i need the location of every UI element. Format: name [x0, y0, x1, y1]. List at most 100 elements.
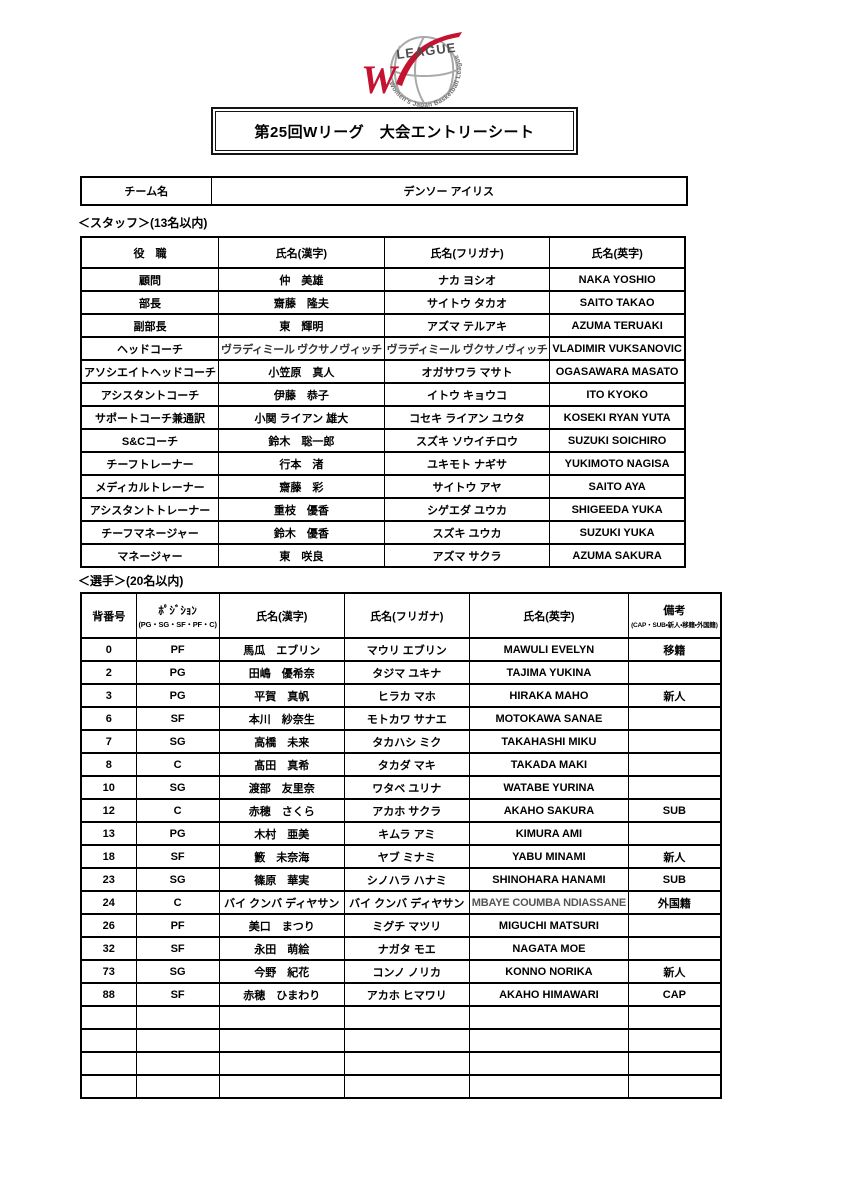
name-furigana-cell: タカハシ ミク [343, 729, 470, 754]
jersey-number-cell [80, 1074, 137, 1099]
remarks-cell [628, 913, 722, 938]
team-name-row: チーム名 デンソー アイリス [80, 176, 688, 206]
name-english-cell [468, 1028, 630, 1053]
player-row: 13 PG 木村 亜美 キムラ アミ KIMURA AMI [80, 821, 722, 846]
name-english-cell [468, 1074, 630, 1099]
name-english-cell: WATABE YURINA [468, 775, 630, 800]
name-furigana-cell: キムラ アミ [343, 821, 470, 846]
name-english-cell: AKAHO SAKURA [468, 798, 630, 823]
name-english-cell: SUZUKI YUKA [549, 520, 686, 545]
role-cell: S&Cコーチ [80, 428, 219, 453]
player-row: 3 PG 平賀 真帆 ヒラカ マホ HIRAKA MAHO 新人 [80, 683, 722, 708]
players-header-row: 背番号 ﾎﾟｼﾞｼｮﾝ (PG・SG・SF・PF・C) 氏名(漢字) 氏名(フリ… [80, 592, 722, 639]
player-row: 7 SG 高橋 未来 タカハシ ミク TAKAHASHI MIKU [80, 729, 722, 754]
position-cell: SG [135, 867, 220, 892]
jersey-number-cell: 2 [80, 660, 137, 685]
name-english-cell: VLADIMIR VUKSANOVIC [549, 336, 686, 361]
name-english-cell: TAKADA MAKI [468, 752, 630, 777]
name-kanji-cell: 渡部 友里奈 [218, 775, 345, 800]
name-english-cell: MIGUCHI MATSURI [468, 913, 630, 938]
name-english-cell: AZUMA SAKURA [549, 543, 686, 568]
name-furigana-cell [343, 1074, 470, 1099]
team-name-table: チーム名 デンソー アイリス [80, 176, 688, 206]
name-furigana-cell: シゲエダ ユウカ [383, 497, 551, 522]
jersey-number-cell: 6 [80, 706, 137, 731]
header-name-furigana: 氏名(フリガナ) [383, 236, 551, 269]
position-cell: PG [135, 683, 220, 708]
name-kanji-cell: 赤穂 さくら [218, 798, 345, 823]
name-english-cell: KIMURA AMI [468, 821, 630, 846]
header-position: ﾎﾟｼﾞｼｮﾝ (PG・SG・SF・PF・C) [135, 592, 220, 639]
jersey-number-cell: 10 [80, 775, 137, 800]
header-name-furigana: 氏名(フリガナ) [343, 592, 470, 639]
name-furigana-cell: アカホ サクラ [343, 798, 470, 823]
jersey-number-cell: 32 [80, 936, 137, 961]
name-english-cell: SHIGEEDA YUKA [549, 497, 686, 522]
header-remarks-sub: (CAP・SUB・新人・移籍・外国籍) [631, 622, 718, 629]
jersey-number-cell: 73 [80, 959, 137, 984]
player-row: 12 C 赤穂 さくら アカホ サクラ AKAHO SAKURA SUB [80, 798, 722, 823]
name-furigana-cell [343, 1005, 470, 1030]
position-cell: SF [135, 936, 220, 961]
name-kanji-cell: 齋藤 彩 [218, 474, 385, 499]
logo-swoosh [396, 32, 462, 86]
name-kanji-cell: 鈴木 優香 [218, 520, 385, 545]
name-english-cell: YABU MINAMI [468, 844, 630, 869]
name-english-cell: SAITO TAKAO [549, 290, 686, 315]
name-kanji-cell [218, 1051, 345, 1076]
name-kanji-cell: 重枝 優香 [218, 497, 385, 522]
name-kanji-cell: 今野 紀花 [218, 959, 345, 984]
header-name-kanji: 氏名(漢字) [218, 592, 345, 639]
staff-row: S&Cコーチ 鈴木 聡一郎 スズキ ソウイチロウ SUZUKI SOICHIRO [80, 428, 686, 453]
title-box: 第25回Wリーグ 大会エントリーシート [211, 107, 578, 155]
remarks-cell [628, 775, 722, 800]
jersey-number-cell: 26 [80, 913, 137, 938]
remarks-cell [628, 1028, 722, 1053]
players-table: 背番号 ﾎﾟｼﾞｼｮﾝ (PG・SG・SF・PF・C) 氏名(漢字) 氏名(フリ… [80, 592, 722, 1099]
position-cell: PG [135, 660, 220, 685]
header-jersey-number: 背番号 [80, 592, 137, 639]
name-furigana-cell: オガサワラ マサト [383, 359, 551, 384]
role-cell: アシスタントトレーナー [80, 497, 219, 522]
player-row: 2 PG 田嶋 優希奈 タジマ ユキナ TAJIMA YUKINA [80, 660, 722, 685]
basketball-icon [390, 36, 458, 104]
empty-player-row [80, 1005, 722, 1030]
name-furigana-cell [343, 1051, 470, 1076]
name-kanji-cell: 美口 まつり [218, 913, 345, 938]
name-furigana-cell: マウリ エブリン [343, 637, 470, 662]
empty-player-row [80, 1051, 722, 1076]
staff-row: アソシエイトヘッドコーチ 小笠原 真人 オガサワラ マサト OGASAWARA MAS… [80, 359, 686, 384]
remarks-cell: SUB [628, 798, 722, 823]
remarks-cell [628, 706, 722, 731]
header-name-english: 氏名(英字) [549, 236, 686, 269]
name-kanji-cell: 赤穂 ひまわり [218, 982, 345, 1007]
name-kanji-cell: 籔 未奈海 [218, 844, 345, 869]
name-kanji-cell [218, 1005, 345, 1030]
staff-row: サポートコーチ兼通訳 小関 ライアン 雄大 コセキ ライアン ユウタ KOSEKI R… [80, 405, 686, 430]
staff-row: チーフマネージャー 鈴木 優香 スズキ ユウカ SUZUKI YUKA [80, 520, 686, 545]
name-english-cell [468, 1005, 630, 1030]
name-furigana-cell: イトウ キョウコ [383, 382, 551, 407]
player-row: 73 SG 今野 紀花 コンノ ノリカ KONNO NORIKA 新人 [80, 959, 722, 984]
name-english-cell: TAKAHASHI MIKU [468, 729, 630, 754]
remarks-cell: 新人 [628, 683, 722, 708]
player-row: 8 C 髙田 真希 タカダ マキ TAKADA MAKI [80, 752, 722, 777]
name-furigana-cell: ナガタ モエ [343, 936, 470, 961]
role-cell: アソシエイトヘッドコーチ [80, 359, 219, 384]
header-role: 役 職 [80, 236, 219, 269]
name-kanji-cell: 仲 美雄 [218, 267, 385, 292]
position-cell [135, 1005, 220, 1030]
staff-section-label: ＜スタッフ＞(13名以内) [78, 216, 208, 230]
remarks-cell: 新人 [628, 959, 722, 984]
name-furigana-cell: シノハラ ハナミ [343, 867, 470, 892]
jersey-number-cell: 0 [80, 637, 137, 662]
name-english-cell: SHINOHARA HANAMI [468, 867, 630, 892]
remarks-cell [628, 752, 722, 777]
name-furigana-cell: サイトウ アヤ [383, 474, 551, 499]
name-furigana-cell: アズマ テルアキ [383, 313, 551, 338]
name-furigana-cell: アズマ サクラ [383, 543, 551, 568]
name-furigana-cell: タジマ ユキナ [343, 660, 470, 685]
name-furigana-cell: ミグチ マツリ [343, 913, 470, 938]
jersey-number-cell: 7 [80, 729, 137, 754]
